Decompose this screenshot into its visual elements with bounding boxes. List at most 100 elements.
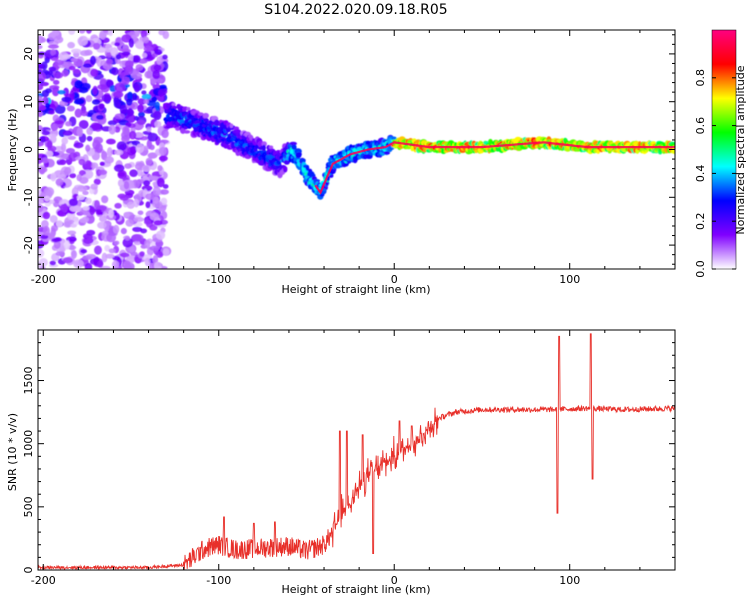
spectrogram-cell [86, 30, 92, 34]
spectrogram-cell [155, 251, 164, 258]
spectrogram-cell [48, 232, 55, 240]
spectrogram-cell [40, 37, 47, 43]
spectrogram-cell [44, 195, 50, 202]
spectrogram-cell [127, 91, 133, 101]
spectrogram-y-label: Frequency (Hz) [6, 109, 19, 192]
spectrogram-cell [162, 30, 170, 40]
spectrogram-cell [116, 141, 127, 151]
spectrogram-cell [45, 150, 54, 158]
spectrogram-cell [74, 80, 83, 89]
spectrogram-cell [155, 230, 166, 240]
spectrogram-cell [74, 261, 81, 266]
spectrogram-cell [105, 58, 113, 65]
colorbar-label: Normalized spectral amplitude [734, 65, 747, 234]
spectrogram-cell [49, 215, 58, 223]
spectrogram-cell [38, 99, 43, 108]
spectrogram-cell [151, 200, 163, 209]
spectrogram-cell [147, 132, 159, 142]
spectrogram-cell [80, 110, 89, 117]
spectrogram-cell [131, 72, 143, 80]
spectrogram-cell [80, 248, 88, 254]
spectrogram-cell [295, 153, 302, 159]
spectrogram-cell [91, 99, 101, 105]
spectrogram-y-tick-label: 20 [22, 47, 35, 61]
spectrogram-cell [115, 53, 121, 60]
spectrogram-cell [145, 157, 153, 166]
spectrogram-cell [68, 30, 76, 35]
spectrogram-cell [108, 248, 116, 254]
spectrogram-cell [45, 102, 51, 109]
spectrogram-cell [153, 261, 163, 269]
spectrogram-cell [38, 248, 45, 258]
spectrogram-cell [54, 120, 64, 125]
spectrogram-cell [124, 235, 131, 241]
spectrogram-cell [128, 37, 134, 48]
spectrogram-y-tick-label: -20 [22, 236, 35, 254]
spectrogram-x-tick-label: 0 [391, 273, 398, 286]
spectrogram-cell [50, 172, 57, 182]
spectrogram-cell [89, 205, 96, 216]
spectrogram-cell [95, 209, 103, 216]
spectrogram-cell [38, 62, 44, 70]
spectrogram-cell [85, 253, 97, 259]
snr-x-label: Height of straight line (km) [281, 583, 430, 596]
spectrogram-cell [137, 210, 144, 216]
spectrogram-y-tick-label: 0 [22, 146, 35, 153]
spectrogram-cell [162, 184, 169, 189]
spectrogram-cell [54, 59, 64, 66]
spectrogram-cell [61, 96, 72, 103]
spectrogram-cell [61, 142, 67, 153]
spectrogram-cell [48, 109, 55, 115]
spectrogram-cell [111, 67, 119, 76]
spectrogram-cell [90, 183, 98, 190]
spectrogram-x-label: Height of straight line (km) [281, 283, 430, 296]
spectrogram-cell [42, 225, 50, 236]
spectrogram-cell [119, 195, 129, 201]
spectrogram-cell [82, 190, 89, 196]
spectrogram-ridge [314, 141, 675, 195]
spectrogram-cell [38, 110, 43, 117]
spectrogram-cell [129, 169, 138, 178]
spectrogram-x-tick-label: 100 [559, 273, 580, 286]
spectrogram-cell [145, 193, 155, 201]
spectrogram-cell [133, 217, 145, 222]
spectrogram-cell [106, 147, 113, 158]
spectrogram-cell [142, 36, 150, 44]
colorbar-gradient [712, 30, 736, 269]
spectrogram-cell [73, 142, 84, 149]
spectrogram-cell [112, 91, 124, 98]
spectrogram-cell [42, 211, 51, 220]
snr-y-tick-label: 500 [22, 496, 35, 517]
spectrogram-cell [310, 173, 316, 178]
spectrogram-cell [262, 144, 266, 152]
spectrogram-cell [78, 158, 86, 166]
spectrogram-cell [55, 251, 65, 256]
spectrogram-cell [93, 200, 100, 209]
spectrogram-cell [141, 164, 151, 172]
spectrogram-x-tick-label: -100 [206, 273, 231, 286]
spectrogram-cell [235, 129, 242, 134]
spectrogram-cell [162, 54, 168, 60]
spectrogram-cell [39, 265, 46, 269]
spectrogram-cell [92, 42, 101, 50]
spectrogram-cell [76, 174, 82, 182]
spectrogram-cell [100, 265, 111, 269]
spectrogram-cell [124, 60, 134, 69]
spectrogram-cell [102, 30, 109, 33]
spectrogram-cell [143, 179, 151, 187]
spectrogram-cell [38, 125, 43, 132]
snr-y-tick-label: 0 [22, 567, 35, 574]
spectrogram-cell [222, 132, 227, 137]
spectrogram-cell [78, 119, 89, 130]
spectrogram-x-tick-label: -200 [31, 273, 56, 286]
spectrogram-cell [62, 54, 71, 59]
spectrogram-cell [135, 143, 145, 154]
spectrogram-heatmap [38, 30, 675, 269]
spectrogram-cell [133, 83, 141, 93]
spectrogram-cell [47, 44, 59, 49]
spectrogram-cell [156, 56, 162, 65]
spectrogram-cell [43, 186, 55, 197]
spectrogram-cell [76, 194, 85, 201]
spectrogram-cell [93, 136, 104, 144]
